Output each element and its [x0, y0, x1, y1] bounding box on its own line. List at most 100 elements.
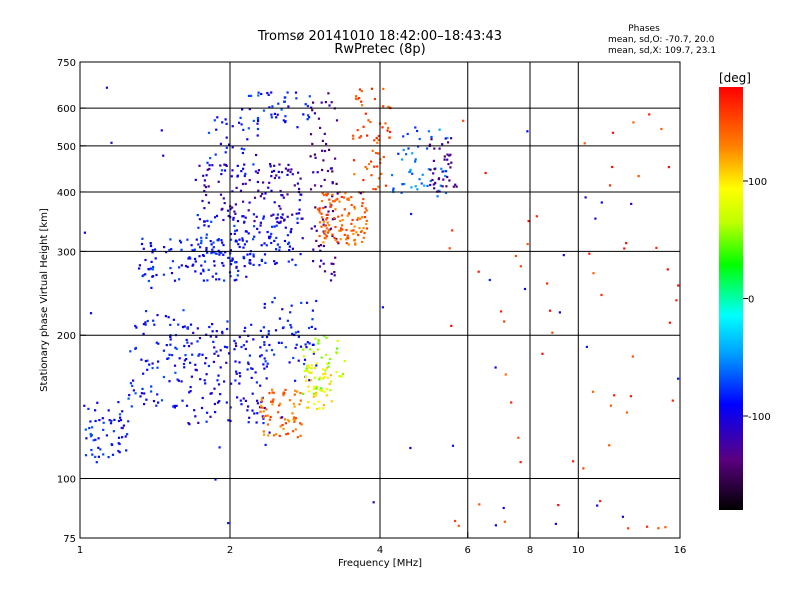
scatter-point	[253, 220, 256, 223]
scatter-point	[181, 326, 185, 329]
scatter-point	[453, 519, 457, 523]
scatter-point	[340, 375, 343, 378]
scatter-point	[320, 225, 323, 228]
scatter-point	[275, 248, 278, 251]
scatter-point	[256, 122, 259, 125]
scatter-point	[219, 193, 223, 196]
scatter-point	[335, 351, 338, 354]
scatter-point	[278, 221, 281, 225]
scatter-point	[308, 371, 311, 375]
scatter-point	[221, 207, 224, 210]
scatter-point	[167, 357, 170, 360]
scatter-point	[331, 193, 334, 196]
scatter-point	[278, 176, 281, 179]
scatter-point	[330, 400, 333, 403]
scatter-point	[299, 345, 303, 348]
scatter-point	[203, 220, 206, 223]
scatter-point	[266, 423, 270, 426]
scatter-point	[363, 231, 366, 235]
scatter-point	[222, 197, 225, 200]
scatter-point	[225, 146, 228, 149]
scatter-point	[154, 257, 157, 260]
scatter-point	[331, 182, 334, 185]
scatter-point	[94, 438, 97, 441]
scatter-point	[152, 319, 155, 322]
scatter-point	[592, 272, 595, 275]
scatter-point	[264, 443, 267, 446]
scatter-point	[346, 234, 349, 237]
scatter-point	[140, 392, 143, 395]
scatter-point	[206, 161, 209, 164]
scatter-point	[191, 249, 194, 252]
scatter-point	[632, 121, 635, 124]
scatter-point	[307, 114, 310, 117]
scatter-point	[302, 113, 305, 116]
scatter-point	[187, 345, 191, 348]
scatter-point	[374, 188, 377, 191]
scatter-point	[288, 420, 291, 423]
scatter-point	[433, 168, 436, 171]
scatter-point	[308, 342, 311, 345]
scatter-point	[449, 153, 452, 156]
scatter-point	[310, 367, 313, 370]
scatter-point	[308, 95, 311, 98]
scatter-point	[263, 242, 266, 245]
scatter-point	[256, 412, 259, 415]
scatter-point	[117, 419, 121, 423]
scatter-point	[203, 260, 207, 263]
y-tick-label: 750	[57, 58, 76, 69]
scatter-point	[448, 247, 451, 250]
scatter-point	[300, 423, 303, 426]
scatter-point	[311, 109, 314, 112]
scatter-point	[541, 352, 544, 355]
scatter-point	[238, 372, 241, 375]
scatter-point	[193, 409, 196, 412]
scatter-point	[503, 520, 506, 523]
scatter-point	[194, 363, 197, 366]
scatter-point	[221, 330, 224, 333]
scatter-point	[183, 359, 186, 362]
scatter-point	[205, 420, 208, 423]
scatter-point	[263, 367, 266, 370]
scatter-point	[451, 229, 454, 232]
scatter-point	[345, 242, 348, 245]
scatter-point	[241, 108, 244, 111]
scatter-point	[260, 92, 263, 96]
scatter-point	[527, 220, 530, 223]
scatter-point	[234, 229, 237, 233]
scatter-point	[326, 169, 330, 173]
scatter-point	[428, 143, 432, 146]
scatter-point	[186, 265, 189, 269]
scatter-point	[270, 214, 273, 217]
scatter-point	[222, 244, 225, 247]
scatter-point	[265, 408, 268, 411]
scatter-point	[282, 196, 285, 199]
scatter-point	[324, 230, 327, 233]
scatter-point	[263, 341, 266, 344]
scatter-point	[235, 370, 238, 373]
scatter-point	[243, 265, 246, 268]
scatter-point	[630, 202, 633, 205]
scatter-point	[375, 136, 378, 140]
scatter-point	[168, 248, 171, 252]
scatter-point	[273, 225, 276, 228]
scatter-point	[315, 229, 318, 232]
scatter-point	[411, 152, 414, 155]
scatter-point	[144, 273, 147, 276]
scatter-point	[609, 404, 612, 407]
scatter-point	[289, 230, 292, 233]
scatter-point	[282, 427, 285, 430]
scatter-point	[308, 379, 311, 382]
scatter-point	[322, 159, 325, 162]
scatter-point	[229, 232, 232, 236]
scatter-point	[314, 156, 317, 159]
scatter-point	[519, 265, 522, 268]
scatter-point	[183, 325, 186, 328]
scatter-point	[441, 170, 444, 173]
scatter-point	[265, 244, 268, 247]
scatter-point	[276, 216, 279, 219]
scatter-point	[207, 185, 210, 188]
scatter-point	[353, 205, 356, 208]
scatter-point	[134, 392, 137, 395]
scatter-point	[445, 170, 448, 173]
